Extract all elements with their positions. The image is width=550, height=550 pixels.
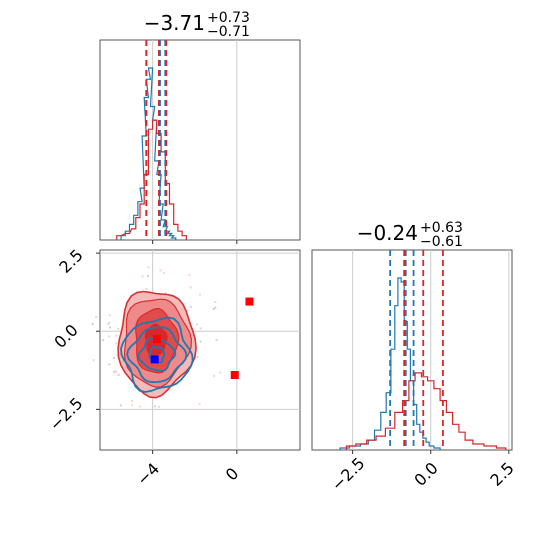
scatter-point xyxy=(108,363,111,366)
ytick-label: 0.0 xyxy=(50,320,81,351)
scatter-point xyxy=(113,370,116,373)
xtick-label: 2.5 xyxy=(486,458,517,489)
marker-square xyxy=(152,335,161,344)
scatter-point xyxy=(188,274,191,277)
scatter-point xyxy=(164,292,167,295)
scatter-point xyxy=(219,371,222,374)
histogram-series xyxy=(345,372,507,450)
scatter-point xyxy=(117,373,120,376)
scatter-point xyxy=(119,404,122,407)
scatter-point xyxy=(92,359,95,362)
scatter-point xyxy=(189,305,192,308)
xtick-label: −2.5 xyxy=(328,454,369,495)
scatter-point xyxy=(113,356,116,359)
scatter-point xyxy=(198,402,201,405)
scatter-point xyxy=(108,321,111,324)
scatter-point xyxy=(199,340,202,343)
scatter-point xyxy=(213,374,216,377)
scatter-point xyxy=(131,399,134,402)
contour-blue xyxy=(137,337,177,372)
top-title-main: −3.71 xyxy=(144,11,205,35)
right-title-minus: −0.61 xyxy=(420,234,463,250)
scatter-point xyxy=(147,266,150,269)
scatter-point xyxy=(107,323,110,326)
scatter-point xyxy=(117,327,120,330)
scatter-point xyxy=(112,371,115,374)
marker-square xyxy=(230,371,239,379)
scatter-point xyxy=(214,301,217,304)
contour-blue xyxy=(120,316,194,393)
contour-blue xyxy=(126,326,188,384)
right-title-plus: +0.63 xyxy=(420,220,463,236)
scatter-point xyxy=(108,314,111,317)
xtick-label: 0.0 xyxy=(410,458,441,489)
xtick-label: −4 xyxy=(133,459,163,489)
scatter-point xyxy=(146,275,149,278)
marker-square xyxy=(245,297,254,306)
scatter-point xyxy=(189,286,192,289)
scatter-point xyxy=(159,269,162,272)
top-title-minus: −0.71 xyxy=(207,24,250,40)
histogram-series xyxy=(120,67,177,241)
scatter-point xyxy=(199,327,202,330)
scatter-point xyxy=(95,315,98,318)
marker-square xyxy=(150,355,159,364)
scatter-point xyxy=(196,356,199,359)
scatter-point xyxy=(115,370,118,373)
scatter-point xyxy=(114,342,117,345)
scatter-point xyxy=(115,334,118,337)
scatter-point xyxy=(215,339,218,342)
scatter-point xyxy=(212,308,215,311)
panel-bottom-left: 2.5 0.0 −2.5 −4 0 xyxy=(46,245,301,489)
scatter-point xyxy=(141,275,144,278)
top-title-plus: +0.73 xyxy=(207,10,250,26)
scatter-point xyxy=(157,405,160,408)
scatter-point xyxy=(108,335,111,338)
scatter-point xyxy=(131,404,134,407)
scatter-point xyxy=(195,323,198,326)
scatter-point xyxy=(162,272,165,275)
xtick-label: 0 xyxy=(222,464,243,485)
scatter-point xyxy=(91,322,94,325)
right-title-main: −0.24 xyxy=(357,221,418,245)
scatter-point xyxy=(214,306,217,309)
scatter-point xyxy=(198,293,201,296)
scatter-point xyxy=(139,405,142,408)
panel-bottom-right: −0.24 +0.63 −0.61 −2.5 0.0 2.5 xyxy=(311,220,518,495)
contour-blue xyxy=(148,346,166,364)
scatter-point xyxy=(101,339,104,342)
histogram-series xyxy=(116,119,187,241)
ytick-label: −2.5 xyxy=(46,394,87,435)
scatter-point xyxy=(145,287,148,290)
scatter-point xyxy=(109,326,112,329)
ytick-label: 2.5 xyxy=(55,245,86,276)
panel-top-left: −3.71 +0.73 −0.71 xyxy=(99,10,301,244)
scatter-point xyxy=(153,405,156,408)
